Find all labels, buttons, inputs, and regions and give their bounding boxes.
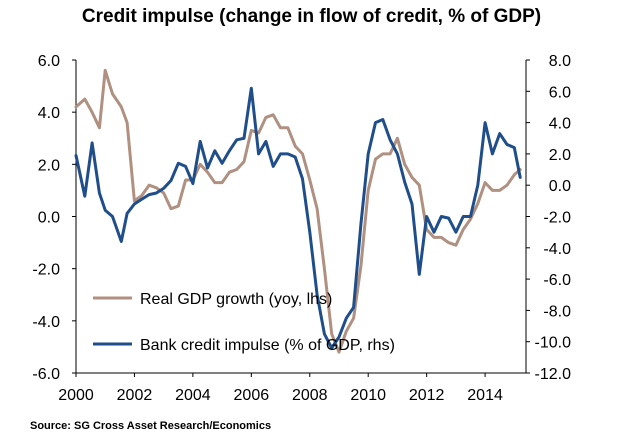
series-lines [74,68,522,354]
y-left-tick-label: -2.0 [32,262,60,279]
series-line-bank-credit-impulse [74,86,522,350]
y-right-tick-label: 8.0 [549,53,571,70]
x-tick-label: 2010 [350,387,386,404]
legend-label: Bank credit impulse (% of GDP, rhs) [140,337,395,354]
y-right-tick-label: -10.0 [535,335,572,352]
x-tick-label: 2012 [409,387,445,404]
x-tick-label: 2008 [292,387,328,404]
y-right-tick-label: 4.0 [549,116,571,133]
y-right-tick-label: -4.0 [543,241,571,258]
tick-labels: 6.0 4.0 2.0 0.0 -2.0 -4.0 -6.0 8.0 6.0 4.0 2.0 0.0 -… [32,53,571,404]
x-tick-label: 2006 [234,387,270,404]
legend-real-gdp-growth: Real GDP growth (yoy, lhs) [93,291,332,308]
series-line-real-gdp-growth [74,68,522,354]
y-right-tick-label: -12.0 [535,366,572,383]
x-tick-label: 2002 [117,387,153,404]
y-right-tick-label: 6.0 [549,84,571,101]
y-left-tick-label: 4.0 [38,105,60,122]
y-left-tick-label: 0.0 [38,210,60,227]
y-right-tick-label: -2.0 [543,210,571,227]
legend: Real GDP growth (yoy, lhs) Bank credit im… [93,291,395,354]
y-right-tick-label: 0.0 [549,178,571,195]
y-left-tick-label: 2.0 [38,157,60,174]
y-left-tick-label: 6.0 [38,53,60,70]
legend-bank-credit-impulse: Bank credit impulse (% of GDP, rhs) [93,337,395,354]
x-tick-label: 2014 [467,387,503,404]
legend-label: Real GDP growth (yoy, lhs) [140,291,332,308]
chart-axes [72,59,530,377]
source-note: Source: SG Cross Asset Research/Economic… [30,420,272,432]
y-right-tick-label: -6.0 [543,272,571,289]
chart-title: Credit impulse (change in flow of credit… [81,6,542,27]
y-right-tick-label: -8.0 [543,303,571,320]
x-tick-label: 2000 [58,387,94,404]
y-left-tick-label: -6.0 [32,366,60,383]
y-right-tick-label: 2.0 [549,147,571,164]
x-tick-label: 2004 [175,387,211,404]
y-left-tick-label: -4.0 [32,314,60,331]
